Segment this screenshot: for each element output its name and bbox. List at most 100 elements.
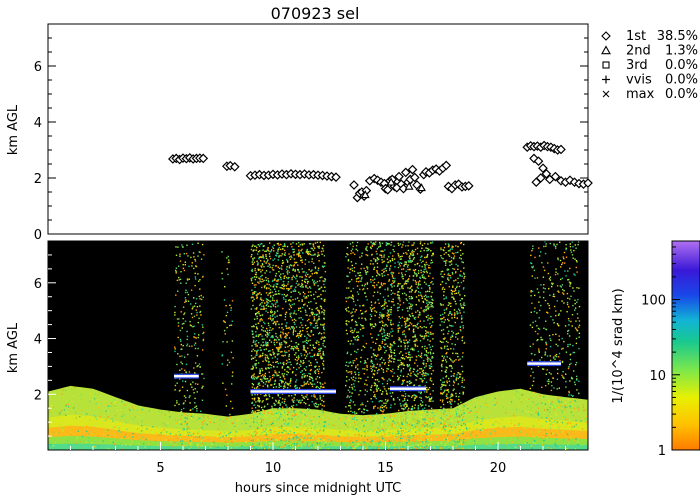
heatmap-noise-pixel (430, 442, 432, 445)
heatmap-noise-pixel (189, 414, 192, 416)
heatmap-speckle (142, 436, 144, 438)
heatmap-speckle (224, 439, 226, 441)
heatmap-noise-pixel (371, 360, 373, 363)
heatmap-noise-pixel (280, 243, 282, 246)
heatmap-noise-pixel (412, 436, 415, 438)
heatmap-noise-pixel (196, 391, 198, 393)
heatmap-noise-pixel (179, 278, 182, 280)
heatmap-noise-pixel (267, 299, 270, 301)
heatmap-noise-pixel (347, 297, 349, 299)
heatmap-noise-pixel (251, 440, 254, 443)
heatmap-noise-pixel (283, 244, 286, 246)
heatmap-noise-pixel (320, 386, 322, 388)
heatmap-noise-pixel (279, 275, 281, 277)
heatmap-speckle (438, 446, 440, 448)
heatmap-noise-pixel (322, 345, 325, 347)
heatmap-noise-pixel (194, 362, 197, 364)
heatmap-speckle (91, 442, 93, 444)
heatmap-noise-pixel (257, 376, 259, 378)
heatmap-noise-pixel (392, 420, 394, 423)
heatmap-noise-pixel (252, 250, 254, 252)
heatmap-noise-pixel (277, 242, 279, 245)
heatmap-noise-pixel (318, 421, 320, 424)
heatmap-noise-pixel (276, 320, 278, 323)
heatmap-speckle (129, 409, 131, 411)
heatmap-noise-pixel (382, 322, 384, 324)
heatmap-speckle (338, 414, 340, 416)
heatmap-speckle (476, 416, 478, 418)
heatmap-noise-pixel (270, 408, 273, 411)
heatmap-speckle (342, 443, 344, 445)
heatmap-speckle (225, 441, 228, 443)
heatmap-noise-pixel (310, 324, 312, 326)
heatmap-noise-pixel (352, 441, 354, 443)
heatmap-noise-pixel (321, 408, 323, 410)
heatmap-noise-pixel (408, 241, 410, 243)
heatmap-noise-pixel (231, 441, 233, 443)
heatmap-noise-pixel (260, 445, 263, 447)
heatmap-noise-pixel (350, 296, 352, 299)
heatmap-speckle (343, 414, 345, 416)
heatmap-speckle (463, 430, 465, 433)
heatmap-speckle (405, 431, 407, 433)
heatmap-noise-pixel (296, 253, 298, 255)
heatmap-noise-pixel (277, 250, 279, 252)
heatmap-noise-pixel (416, 445, 419, 447)
heatmap-noise-pixel (281, 366, 284, 368)
heatmap-noise-pixel (301, 299, 303, 301)
heatmap-speckle (480, 432, 482, 434)
heatmap-noise-pixel (230, 436, 232, 438)
heatmap-noise-pixel (189, 324, 192, 326)
heatmap-noise-pixel (269, 305, 271, 308)
heatmap-noise-pixel (258, 256, 261, 258)
heatmap-speckle (67, 406, 70, 408)
heatmap-noise-pixel (423, 407, 426, 409)
heatmap-speckle (97, 435, 99, 437)
heatmap-noise-pixel (305, 351, 307, 353)
heatmap-noise-pixel (264, 437, 267, 439)
heatmap-noise-pixel (421, 436, 423, 438)
heatmap-speckle (497, 427, 499, 429)
heatmap-noise-pixel (374, 243, 377, 245)
heatmap-speckle (412, 444, 414, 446)
heatmap-speckle (552, 412, 555, 414)
heatmap-speckle (501, 448, 504, 450)
heatmap-noise-pixel (265, 367, 267, 369)
heatmap-noise-pixel (293, 415, 296, 417)
heatmap-noise-pixel (254, 397, 256, 400)
heatmap-speckle (325, 441, 327, 443)
heatmap-noise-pixel (387, 337, 389, 340)
heatmap-speckle (273, 440, 275, 443)
heatmap-noise-pixel (284, 254, 286, 256)
heatmap-noise-pixel (186, 335, 189, 338)
heatmap-noise-pixel (177, 353, 179, 355)
heatmap-noise-pixel (408, 341, 410, 344)
heatmap-noise-pixel (293, 443, 295, 445)
heatmap-speckle (288, 442, 290, 445)
heatmap-noise-pixel (191, 243, 194, 245)
heatmap-noise-pixel (309, 315, 311, 317)
heatmap-noise-pixel (324, 290, 326, 292)
heatmap-noise-pixel (351, 319, 353, 322)
heatmap-noise-pixel (269, 350, 271, 352)
heatmap-noise-pixel (314, 347, 316, 349)
heatmap-noise-pixel (181, 386, 184, 388)
heatmap-noise-pixel (283, 400, 286, 403)
heatmap-noise-pixel (286, 444, 289, 446)
heatmap-speckle (416, 429, 419, 431)
heatmap-noise-pixel (361, 252, 363, 254)
heatmap-speckle (228, 429, 230, 431)
heatmap-noise-pixel (377, 444, 380, 446)
heatmap-noise-pixel (315, 406, 317, 408)
heatmap-noise-pixel (184, 400, 187, 402)
heatmap-noise-pixel (296, 334, 299, 337)
heatmap-noise-pixel (391, 286, 393, 288)
heatmap-noise-pixel (268, 283, 270, 286)
heatmap-noise-pixel (199, 279, 201, 281)
heatmap-noise-pixel (357, 331, 360, 333)
heatmap-noise-pixel (432, 400, 434, 402)
heatmap-noise-pixel (414, 273, 416, 275)
heatmap-speckle (366, 446, 368, 449)
heatmap-speckle (105, 430, 108, 432)
heatmap-noise-pixel (250, 434, 252, 437)
